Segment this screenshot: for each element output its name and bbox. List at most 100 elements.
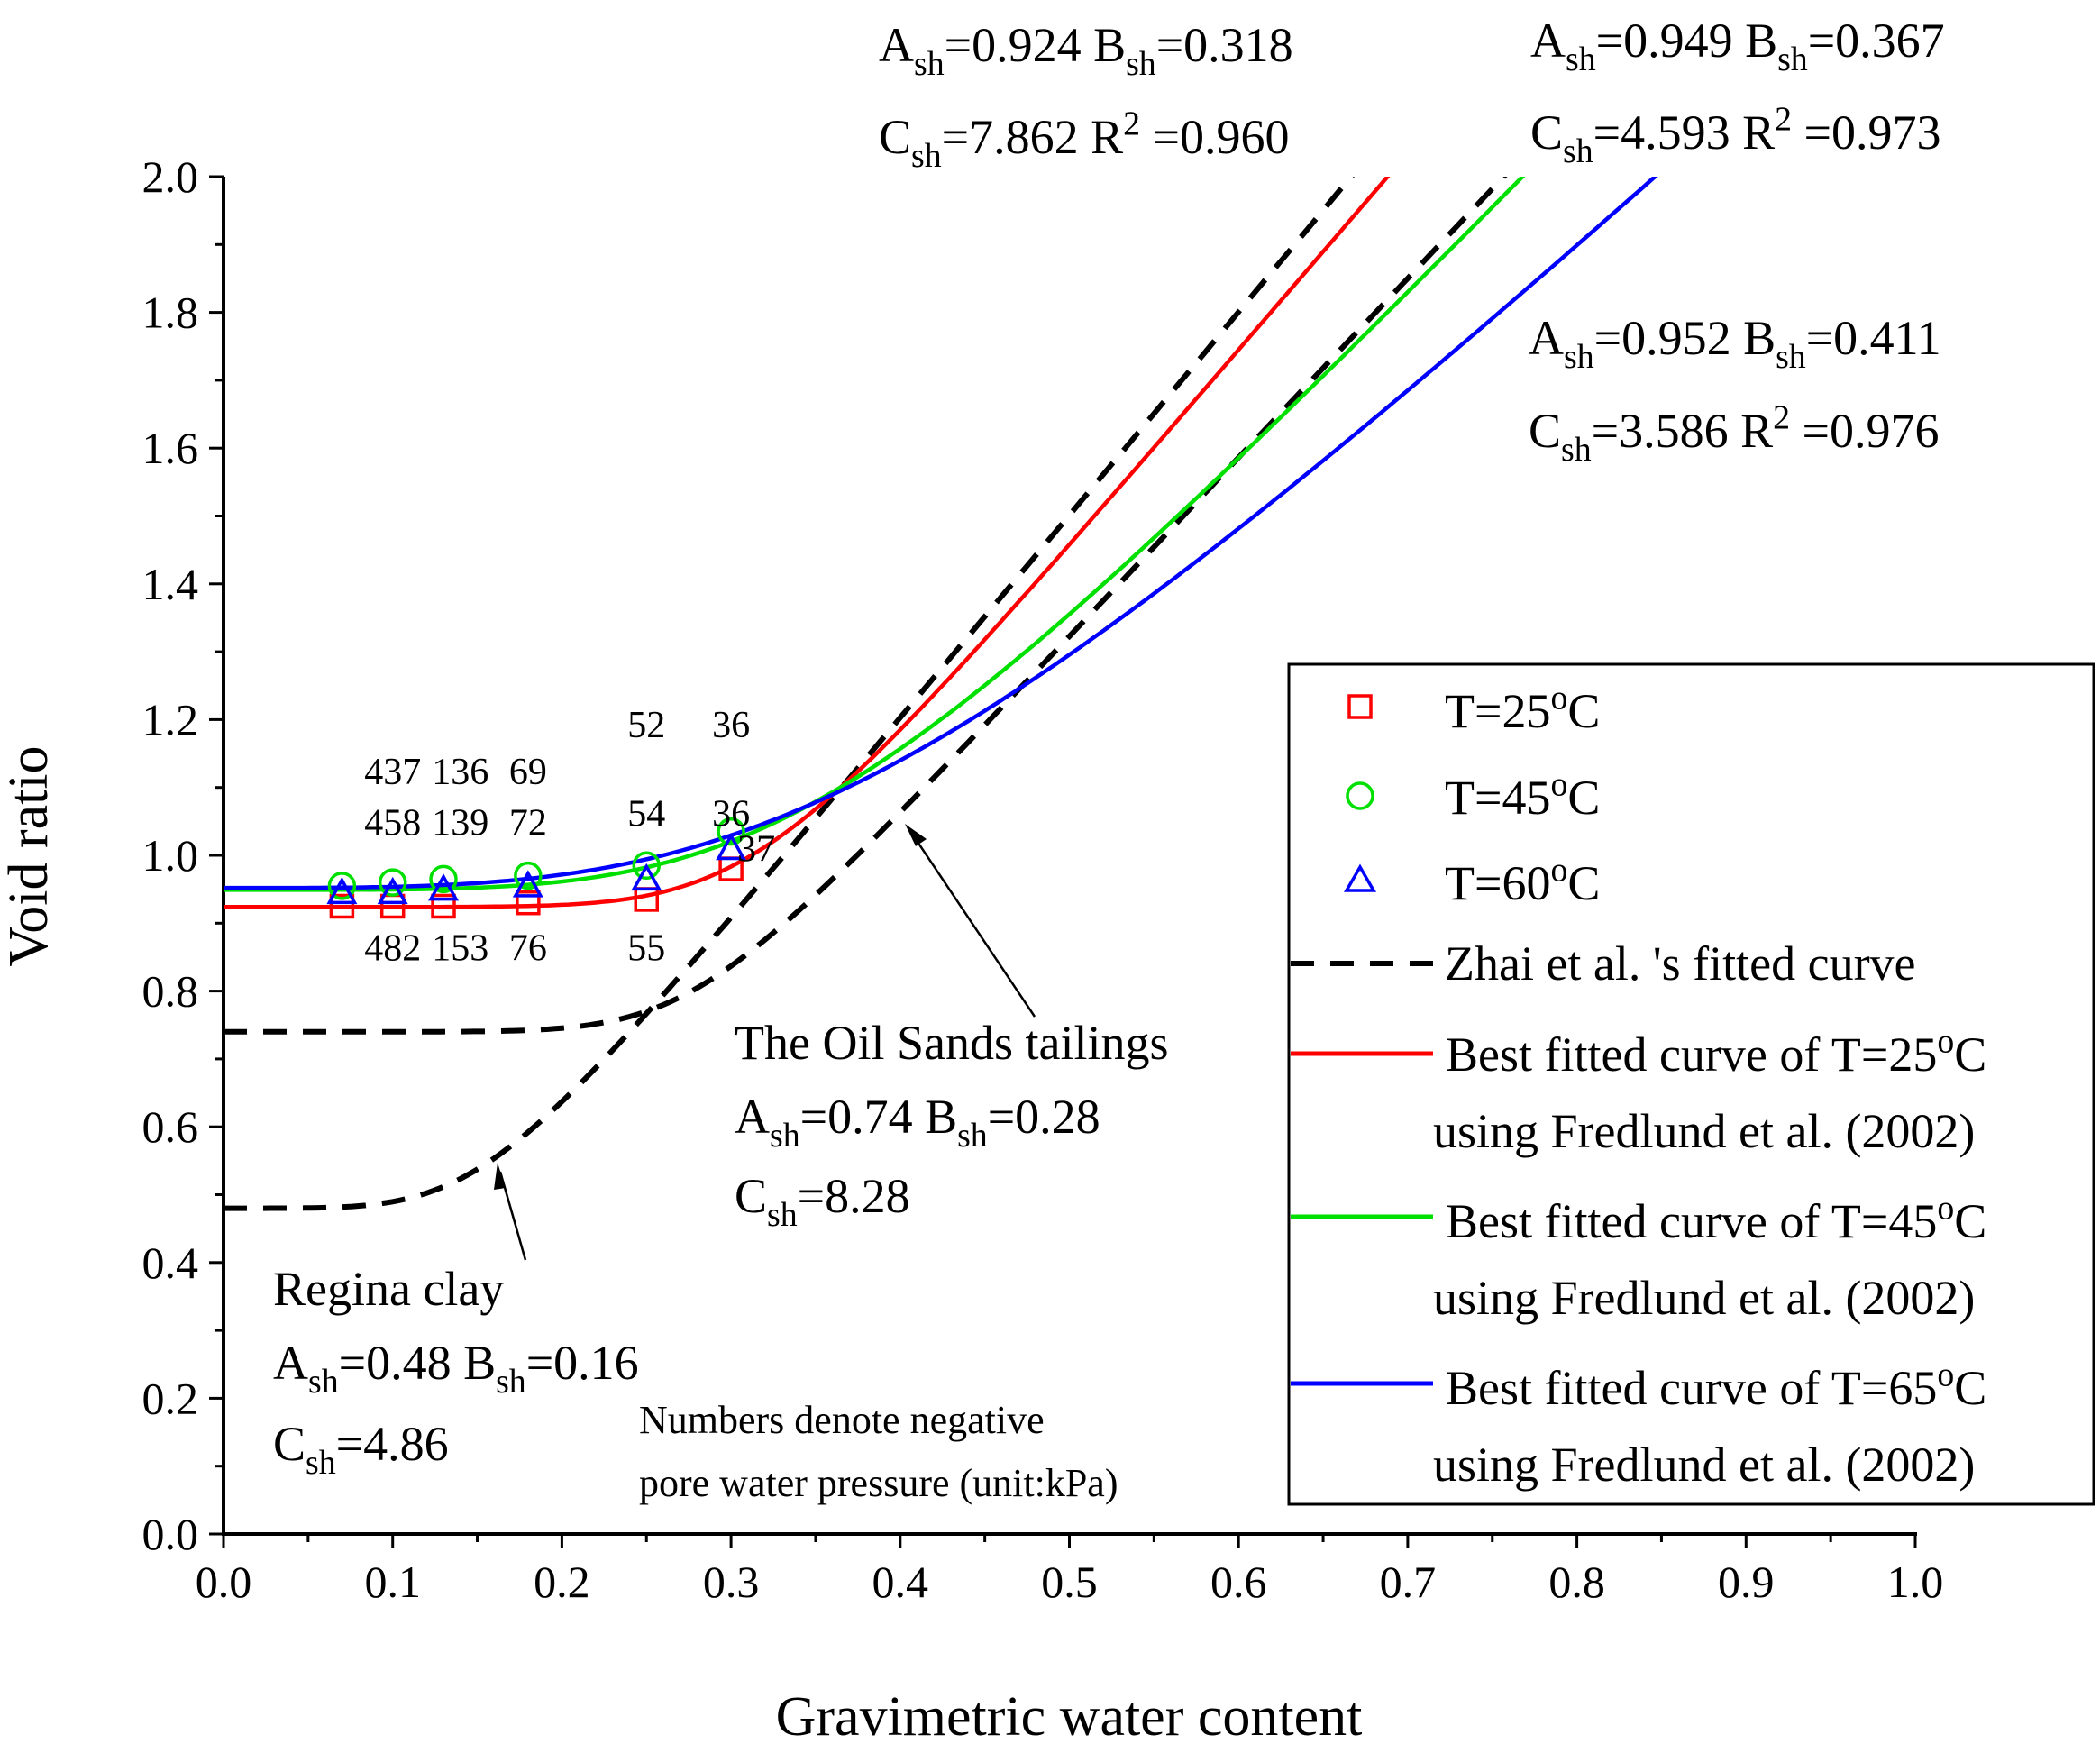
regina-clay-title: Regina clay: [273, 1262, 504, 1316]
y-tick-label: 1.4: [142, 559, 199, 609]
x-tick-label: 0.3: [703, 1557, 760, 1607]
note-line2: pore water pressure (unit:kPa): [639, 1461, 1118, 1505]
point-t25: [431, 893, 456, 919]
pressure-label: 36: [712, 793, 750, 835]
y-axis-title: Void ratio: [0, 745, 59, 966]
data-markers: [326, 817, 747, 919]
y-tick-label: 0.6: [142, 1101, 199, 1152]
regina-clay-params-line2: Csh=4.86: [273, 1417, 449, 1482]
oil-sands-arrow: [908, 830, 1036, 1018]
point-t60: [716, 832, 747, 861]
axis-tick-labels: 0.0 0.1 0.2 0.3 0.4 0.5 0.6 0.7 0.8 0.9 1.0 0.0 0.2 0…: [142, 151, 1944, 1607]
legend-t60-marker: [1343, 863, 1377, 892]
y-tick-label: 1.8: [142, 288, 199, 338]
point-t25: [329, 893, 355, 919]
y-tick-label: 0.4: [142, 1237, 199, 1288]
legend-t45-marker: [1346, 781, 1374, 810]
regina-clay-params-line1: Ash=0.48 Bsh=0.16: [273, 1336, 639, 1401]
reference-curve-oil-sands: [224, 177, 1508, 1035]
point-t60: [512, 870, 543, 898]
legend-red-label-line2: using Fredlund et al. (2002): [1433, 1104, 1975, 1158]
pressure-label: 458: [364, 802, 421, 844]
x-axis-title: Gravimetric water content: [776, 1686, 1363, 1744]
legend-red-label-line1: Best fitted curve of T=25oC: [1446, 1022, 1986, 1082]
point-t45: [514, 861, 543, 890]
fit-curve-t65: [224, 177, 1658, 890]
regina-arrowhead: [494, 1163, 506, 1190]
legend-t45-label: T=45oC: [1445, 765, 1600, 825]
axis-ticks: [209, 175, 1917, 1548]
legend-blue-label-line1: Best fitted curve of T=65oC: [1446, 1356, 1986, 1415]
oil-sands-params-line2: Csh=8.28: [735, 1169, 910, 1234]
point-t45: [327, 872, 357, 900]
y-tick-label: 0.8: [142, 966, 199, 1017]
pressure-label: 37: [737, 829, 775, 871]
point-t60: [326, 876, 358, 905]
legend-t25-label: T=25oC: [1445, 679, 1600, 738]
legend-blue-label-line2: using Fredlund et al. (2002): [1433, 1438, 1975, 1492]
x-tick-label: 0.1: [364, 1557, 421, 1607]
point-t45: [632, 851, 661, 881]
legend-t25-marker: [1347, 694, 1373, 719]
legend-green-label-line1: Best fitted curve of T=45oC: [1446, 1189, 1986, 1248]
legend-green-label-line2: using Fredlund et al. (2002): [1433, 1271, 1975, 1325]
point-t60: [428, 873, 459, 901]
pressure-label: 139: [432, 802, 488, 844]
x-tick-label: 0.2: [534, 1557, 590, 1607]
x-tick-label: 0.8: [1548, 1557, 1605, 1607]
legend-box: [1287, 662, 2095, 1506]
fit65-params-line1: Ash=0.952 Bsh=0.411: [1529, 311, 1941, 376]
fit-annotations: Ash=0.924 Bsh=0.318 Csh=7.862 R2 =0.960 …: [273, 14, 1945, 1505]
pressure-label: 482: [364, 928, 421, 970]
x-tick-label: 0.9: [1718, 1557, 1775, 1607]
y-tick-label: 1.6: [142, 423, 199, 473]
point-t45: [378, 868, 407, 897]
x-tick-label: 1.0: [1887, 1557, 1944, 1607]
pressure-label: 76: [509, 928, 547, 970]
y-tick-label: 1.2: [142, 694, 199, 744]
fit-curve-t45: [224, 177, 1526, 892]
fit25-params-line2: Csh=7.862 R2 =0.960: [879, 105, 1290, 175]
point-t60: [631, 863, 662, 891]
pressure-label: 55: [627, 928, 665, 970]
fit45-params-line1: Ash=0.949 Bsh=0.367: [1530, 14, 1945, 78]
point-t45: [717, 817, 745, 846]
y-tick-label: 1.0: [142, 830, 199, 881]
annotation-arrows: [494, 824, 1036, 1261]
pressure-label: 52: [627, 705, 665, 746]
point-t60: [377, 876, 408, 905]
fit45-params-line2: Csh=4.593 R2 =0.973: [1530, 100, 1941, 170]
pressure-label: 72: [509, 802, 547, 844]
legend: T=25oC T=45oC T=60oC Zhai et al. 's fitt…: [1287, 662, 2095, 1506]
pressure-label: 437: [364, 752, 421, 793]
pressure-labels: 437 136 69 52 36 458 139 72 54 36 482 153 76 55 37: [364, 705, 775, 970]
oil-sands-params-line1: Ash=0.74 Bsh=0.28: [735, 1090, 1100, 1155]
fit25-params-line1: Ash=0.924 Bsh=0.318: [879, 18, 1293, 83]
note-line1: Numbers denote negative: [639, 1398, 1045, 1442]
y-tick-label: 0.0: [142, 1509, 199, 1559]
point-t25: [516, 890, 541, 916]
curves-layer: [224, 177, 1658, 1211]
legend-zhai-label: Zhai et al. 's fitted curve: [1445, 936, 1916, 991]
pressure-label: 69: [509, 752, 547, 793]
fit-curve-t25: [224, 177, 1391, 909]
y-tick-label: 0.2: [142, 1373, 199, 1423]
x-tick-label: 0.5: [1041, 1557, 1098, 1607]
x-tick-label: 0.0: [196, 1557, 252, 1607]
reference-curve-regina-clay: [224, 177, 1355, 1211]
pressure-label: 36: [712, 705, 750, 746]
x-tick-label: 0.6: [1210, 1557, 1267, 1607]
fit65-params-line2: Csh=3.586 R2 =0.976: [1529, 398, 1940, 469]
point-t45: [429, 864, 458, 894]
x-tick-label: 0.4: [872, 1557, 929, 1607]
oil-sands-arrowhead: [905, 824, 927, 846]
legend-t60-label: T=60oC: [1445, 851, 1600, 910]
point-t25: [634, 887, 659, 912]
x-tick-label: 0.7: [1380, 1557, 1437, 1607]
pressure-label: 153: [432, 928, 488, 970]
oil-sands-title: The Oil Sands tailings: [735, 1016, 1168, 1070]
y-tick-label: 2.0: [142, 151, 199, 202]
pressure-label: 54: [627, 793, 665, 835]
pressure-label: 136: [432, 752, 488, 793]
